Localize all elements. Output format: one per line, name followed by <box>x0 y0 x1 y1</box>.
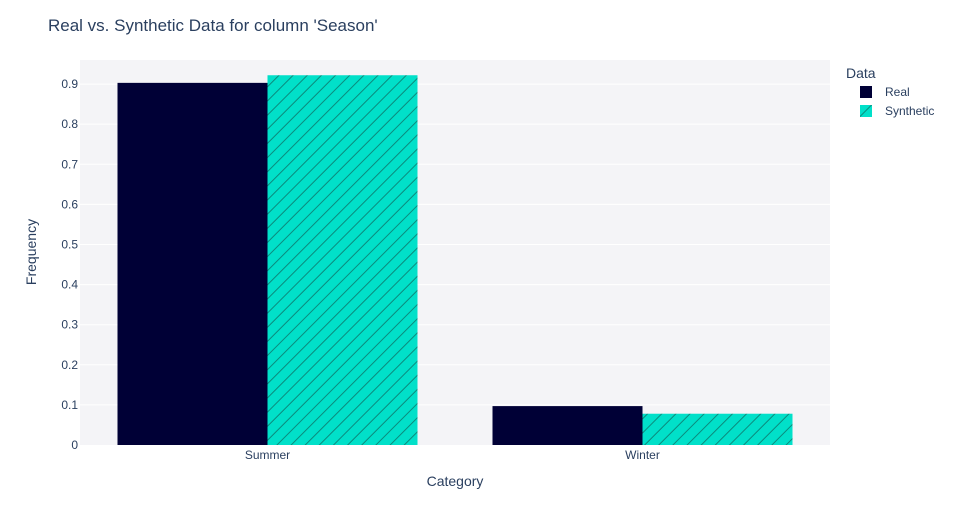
y-tick-label: 0.1 <box>61 398 78 412</box>
legend-label-real[interactable]: Real <box>885 85 910 99</box>
y-axis-ticks: 0 0.1 0.2 0.3 0.4 0.5 0.6 0.7 0.8 0.9 <box>61 77 78 452</box>
y-tick-label: 0.4 <box>61 278 78 292</box>
y-axis-label: Frequency <box>23 219 39 285</box>
legend-label-synthetic[interactable]: Synthetic <box>885 104 934 118</box>
bars <box>117 75 793 445</box>
y-tick-label: 0.3 <box>61 318 78 332</box>
y-tick-label: 0.2 <box>61 358 78 372</box>
legend-swatch-real[interactable] <box>860 86 872 98</box>
x-tick-label: Winter <box>625 448 660 462</box>
y-tick-label: 0.9 <box>61 77 78 91</box>
chart-title: Real vs. Synthetic Data for column 'Seas… <box>48 16 378 35</box>
y-tick-label: 0.8 <box>61 117 78 131</box>
bar-synthetic-summer[interactable] <box>267 75 418 445</box>
legend-swatch-synthetic[interactable] <box>860 105 872 117</box>
x-tick-label: Summer <box>245 448 290 462</box>
x-axis-label: Category <box>427 473 484 489</box>
legend-title: Data <box>846 65 876 81</box>
y-tick-label: 0 <box>71 438 78 452</box>
y-tick-label: 0.6 <box>61 197 78 211</box>
bar-real-summer[interactable] <box>117 82 268 445</box>
bar-synthetic-winter[interactable] <box>642 413 793 445</box>
x-axis-ticks: Summer Winter <box>245 448 660 462</box>
y-tick-label: 0.7 <box>61 157 78 171</box>
bar-real-winter[interactable] <box>492 406 643 445</box>
legend: Data Real Synthetic <box>846 65 934 118</box>
y-tick-label: 0.5 <box>61 237 78 251</box>
